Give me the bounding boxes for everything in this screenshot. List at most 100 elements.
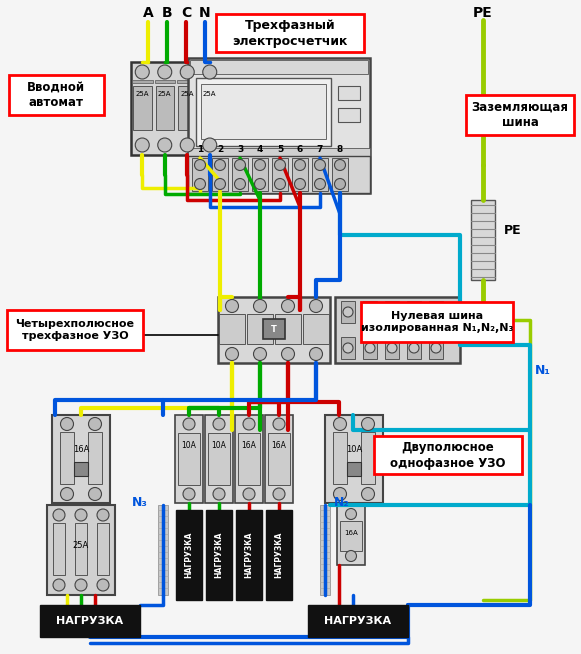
Bar <box>235 415 263 503</box>
Circle shape <box>213 488 225 500</box>
Bar <box>188 58 370 193</box>
Bar <box>7 310 143 350</box>
Circle shape <box>431 343 441 353</box>
Bar <box>407 337 421 359</box>
Circle shape <box>295 160 306 171</box>
Circle shape <box>274 179 285 190</box>
Text: Заземляющая
шина: Заземляющая шина <box>472 101 568 129</box>
Bar <box>338 86 360 100</box>
Bar <box>178 433 200 485</box>
Circle shape <box>273 418 285 430</box>
Text: НАГРУЗКА: НАГРУЗКА <box>56 616 124 626</box>
Bar <box>60 432 74 484</box>
Text: 25A: 25A <box>73 540 89 549</box>
Text: 25A: 25A <box>135 91 149 97</box>
Text: НАГРУЗКА: НАГРУЗКА <box>324 616 392 626</box>
Bar <box>88 432 102 484</box>
Text: 5: 5 <box>277 145 283 154</box>
Bar <box>374 436 522 474</box>
Bar <box>232 158 248 191</box>
Bar <box>252 158 268 191</box>
Bar <box>75 523 87 575</box>
Circle shape <box>225 300 238 313</box>
Bar <box>131 62 221 155</box>
Circle shape <box>75 509 87 521</box>
Bar <box>200 86 219 130</box>
Circle shape <box>97 509 109 521</box>
Text: 8: 8 <box>337 145 343 154</box>
Bar <box>176 510 202 600</box>
Text: 16A: 16A <box>242 441 256 449</box>
Bar <box>156 86 174 130</box>
Circle shape <box>97 579 109 591</box>
Circle shape <box>253 347 267 360</box>
Text: 10A: 10A <box>181 441 196 449</box>
Bar <box>341 337 355 359</box>
Bar <box>363 301 377 323</box>
Text: Двуполюсное
однофазное УЗО: Двуполюсное однофазное УЗО <box>390 441 505 470</box>
Text: N₃: N₃ <box>132 496 148 509</box>
Text: 25A: 25A <box>158 91 171 97</box>
Bar <box>199 80 220 83</box>
Circle shape <box>310 300 322 313</box>
Text: НАГРУЗКА: НАГРУЗКА <box>245 532 253 578</box>
Circle shape <box>310 347 322 360</box>
Bar <box>53 523 65 575</box>
Circle shape <box>225 347 238 360</box>
Bar <box>155 80 175 83</box>
Circle shape <box>214 179 225 190</box>
Circle shape <box>183 418 195 430</box>
Text: PE: PE <box>504 224 522 237</box>
Text: 6: 6 <box>297 145 303 154</box>
Bar <box>212 158 228 191</box>
Circle shape <box>60 417 74 430</box>
Bar <box>238 433 260 485</box>
Circle shape <box>254 179 266 190</box>
Text: 2: 2 <box>217 145 223 154</box>
Circle shape <box>214 160 225 171</box>
Bar <box>338 108 360 122</box>
Text: Четырехполюсное
трехфазное УЗО: Четырехполюсное трехфазное УЗО <box>16 318 134 341</box>
Text: 16A: 16A <box>271 441 286 449</box>
Circle shape <box>53 509 65 521</box>
Bar <box>192 158 208 191</box>
Bar <box>347 462 361 476</box>
Bar <box>312 158 328 191</box>
Bar <box>216 14 364 52</box>
Bar <box>303 314 329 344</box>
Bar <box>178 86 196 130</box>
Circle shape <box>88 417 102 430</box>
Circle shape <box>183 488 195 500</box>
Circle shape <box>88 487 102 500</box>
Circle shape <box>158 138 172 152</box>
Bar <box>9 75 103 115</box>
Text: B: B <box>162 6 173 20</box>
Bar <box>177 80 198 83</box>
Circle shape <box>343 343 353 353</box>
Text: НАГРУЗКА: НАГРУЗКА <box>274 532 284 578</box>
Text: Вводной
автомат: Вводной автомат <box>27 80 85 109</box>
Text: Нулевая шина
изолированная N₁,N₂,N₃: Нулевая шина изолированная N₁,N₂,N₃ <box>361 311 513 333</box>
Bar <box>52 415 110 503</box>
Circle shape <box>180 138 194 152</box>
Text: НАГРУЗКА: НАГРУЗКА <box>214 532 224 578</box>
Circle shape <box>387 307 397 317</box>
Text: 25A: 25A <box>181 91 194 97</box>
Bar <box>325 415 383 503</box>
Bar <box>361 302 513 342</box>
Bar <box>190 60 368 74</box>
Bar <box>340 521 362 551</box>
Circle shape <box>335 179 346 190</box>
Text: N₁: N₁ <box>535 364 551 377</box>
Text: Трехфазный
электросчетчик: Трехфазный электросчетчик <box>232 18 347 48</box>
Bar <box>218 297 330 363</box>
Circle shape <box>335 160 346 171</box>
Bar <box>385 301 399 323</box>
Circle shape <box>409 307 419 317</box>
Circle shape <box>365 343 375 353</box>
Bar <box>335 297 460 363</box>
Text: 25A: 25A <box>203 91 217 97</box>
Bar <box>308 605 408 637</box>
Circle shape <box>361 487 375 500</box>
Bar <box>219 314 245 344</box>
